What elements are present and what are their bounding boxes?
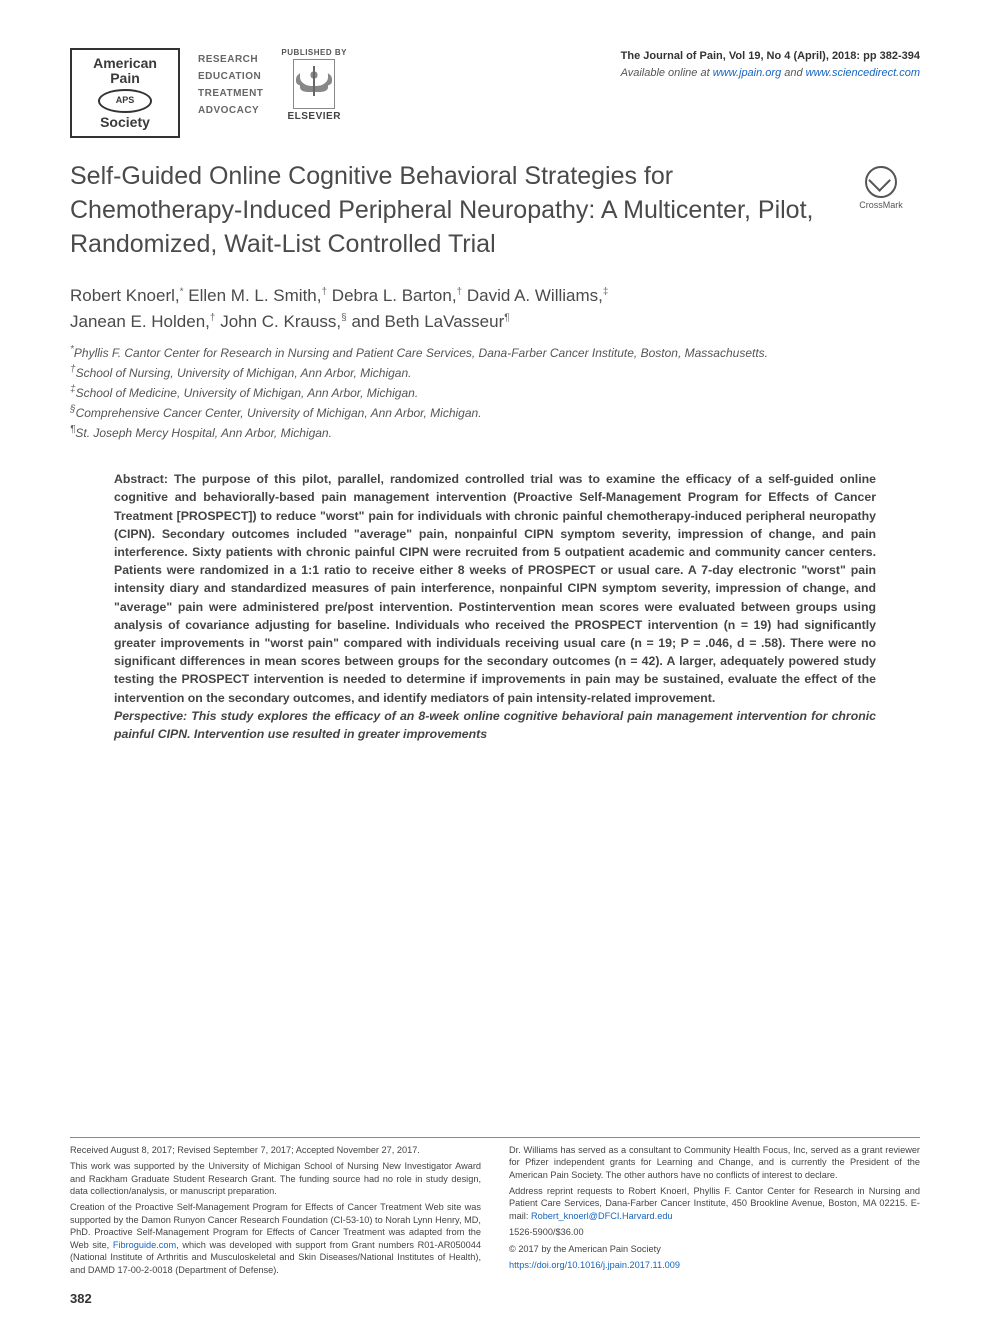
perspective-label: Perspective: bbox=[114, 709, 187, 723]
abstract-label: Abstract: bbox=[114, 472, 168, 486]
footer-funding: This work was supported by the Universit… bbox=[70, 1160, 481, 1197]
page-number: 382 bbox=[70, 1291, 92, 1306]
affiliation-list: *Phyllis F. Cantor Center for Research i… bbox=[70, 342, 920, 442]
published-by-label: PUBLISHED BY bbox=[281, 48, 347, 57]
author-list: Robert Knoerl,* Ellen M. L. Smith,† Debr… bbox=[70, 283, 920, 334]
link-sciencedirect[interactable]: www.sciencedirect.com bbox=[806, 67, 920, 79]
link-jpain[interactable]: www.jpain.org bbox=[713, 67, 781, 79]
abstract-block: Abstract: The purpose of this pilot, par… bbox=[70, 470, 920, 743]
affil-1: †School of Nursing, University of Michig… bbox=[70, 362, 920, 382]
avail-and: and bbox=[781, 67, 805, 79]
perspective-body: This study explores the efficacy of an 8… bbox=[114, 709, 876, 741]
title-row: Self-Guided Online Cognitive Behavioral … bbox=[70, 160, 920, 261]
footer-right-col: Dr. Williams has served as a consultant … bbox=[509, 1144, 920, 1280]
crossmark-badge[interactable]: CrossMark bbox=[842, 160, 920, 261]
article-title: Self-Guided Online Cognitive Behavioral … bbox=[70, 160, 830, 261]
tagline-advocacy: ADVOCACY bbox=[198, 105, 263, 116]
author-1: Ellen M. L. Smith,† bbox=[188, 286, 327, 305]
abstract-text: Abstract: The purpose of this pilot, par… bbox=[114, 470, 876, 706]
tagline-research: RESEARCH bbox=[198, 54, 263, 65]
elsevier-tree-icon bbox=[293, 59, 335, 109]
affil-3: §Comprehensive Cancer Center, University… bbox=[70, 402, 920, 422]
aps-logo-line3: Society bbox=[100, 115, 150, 130]
footer-creation: Creation of the Proactive Self-Managemen… bbox=[70, 1201, 481, 1276]
footer-copyright: © 2017 by the American Pain Society bbox=[509, 1243, 920, 1255]
author-2: Debra L. Barton,† bbox=[332, 286, 462, 305]
footer-reprint: Address reprint requests to Robert Knoer… bbox=[509, 1185, 920, 1222]
crossmark-label: CrossMark bbox=[859, 200, 903, 210]
tagline-education: EDUCATION bbox=[198, 71, 263, 82]
author-5: John C. Krauss,§ bbox=[220, 312, 347, 331]
link-email[interactable]: Robert_knoerl@DFCI.Harvard.edu bbox=[531, 1211, 673, 1221]
link-fibroguide[interactable]: Fibroguide.com bbox=[113, 1240, 176, 1250]
author-3: David A. Williams,‡ bbox=[467, 286, 609, 305]
tagline-treatment: TREATMENT bbox=[198, 88, 263, 99]
abstract-body: The purpose of this pilot, parallel, ran… bbox=[114, 472, 876, 704]
footer-issn: 1526-5900/$36.00 bbox=[509, 1226, 920, 1238]
aps-logo: American Pain APS Society bbox=[70, 48, 180, 138]
author-0: Robert Knoerl,* bbox=[70, 286, 184, 305]
aps-logo-badge: APS bbox=[98, 89, 152, 113]
affil-0: *Phyllis F. Cantor Center for Research i… bbox=[70, 342, 920, 362]
footer-coi: Dr. Williams has served as a consultant … bbox=[509, 1144, 920, 1181]
author-4: Janean E. Holden,† bbox=[70, 312, 215, 331]
avail-prefix: Available online at bbox=[621, 67, 713, 79]
availability-line: Available online at www.jpain.org and ww… bbox=[621, 65, 920, 82]
link-doi[interactable]: https://doi.org/10.1016/j.jpain.2017.11.… bbox=[509, 1260, 680, 1270]
perspective-text: Perspective: This study explores the eff… bbox=[114, 707, 876, 743]
citation-block: The Journal of Pain, Vol 19, No 4 (April… bbox=[621, 48, 920, 81]
affil-4: ¶St. Joseph Mercy Hospital, Ann Arbor, M… bbox=[70, 422, 920, 442]
journal-citation: The Journal of Pain, Vol 19, No 4 (April… bbox=[621, 48, 920, 65]
footer-left-col: Received August 8, 2017; Revised Septemb… bbox=[70, 1144, 481, 1280]
publisher-block: PUBLISHED BY ELSEVIER bbox=[281, 48, 347, 122]
aps-logo-line1: American bbox=[93, 56, 157, 71]
footer-received: Received August 8, 2017; Revised Septemb… bbox=[70, 1144, 481, 1156]
aps-taglines: RESEARCH EDUCATION TREATMENT ADVOCACY bbox=[198, 48, 263, 116]
crossmark-icon bbox=[865, 166, 897, 198]
footer-notes: Received August 8, 2017; Revised Septemb… bbox=[70, 1137, 920, 1280]
page-header: American Pain APS Society RESEARCH EDUCA… bbox=[70, 48, 920, 138]
author-6: Beth LaVasseur¶ bbox=[385, 312, 510, 331]
publisher-brand: ELSEVIER bbox=[281, 111, 347, 122]
affil-2: ‡School of Medicine, University of Michi… bbox=[70, 382, 920, 402]
footer-doi-line: https://doi.org/10.1016/j.jpain.2017.11.… bbox=[509, 1259, 920, 1271]
aps-logo-line2: Pain bbox=[110, 71, 140, 86]
